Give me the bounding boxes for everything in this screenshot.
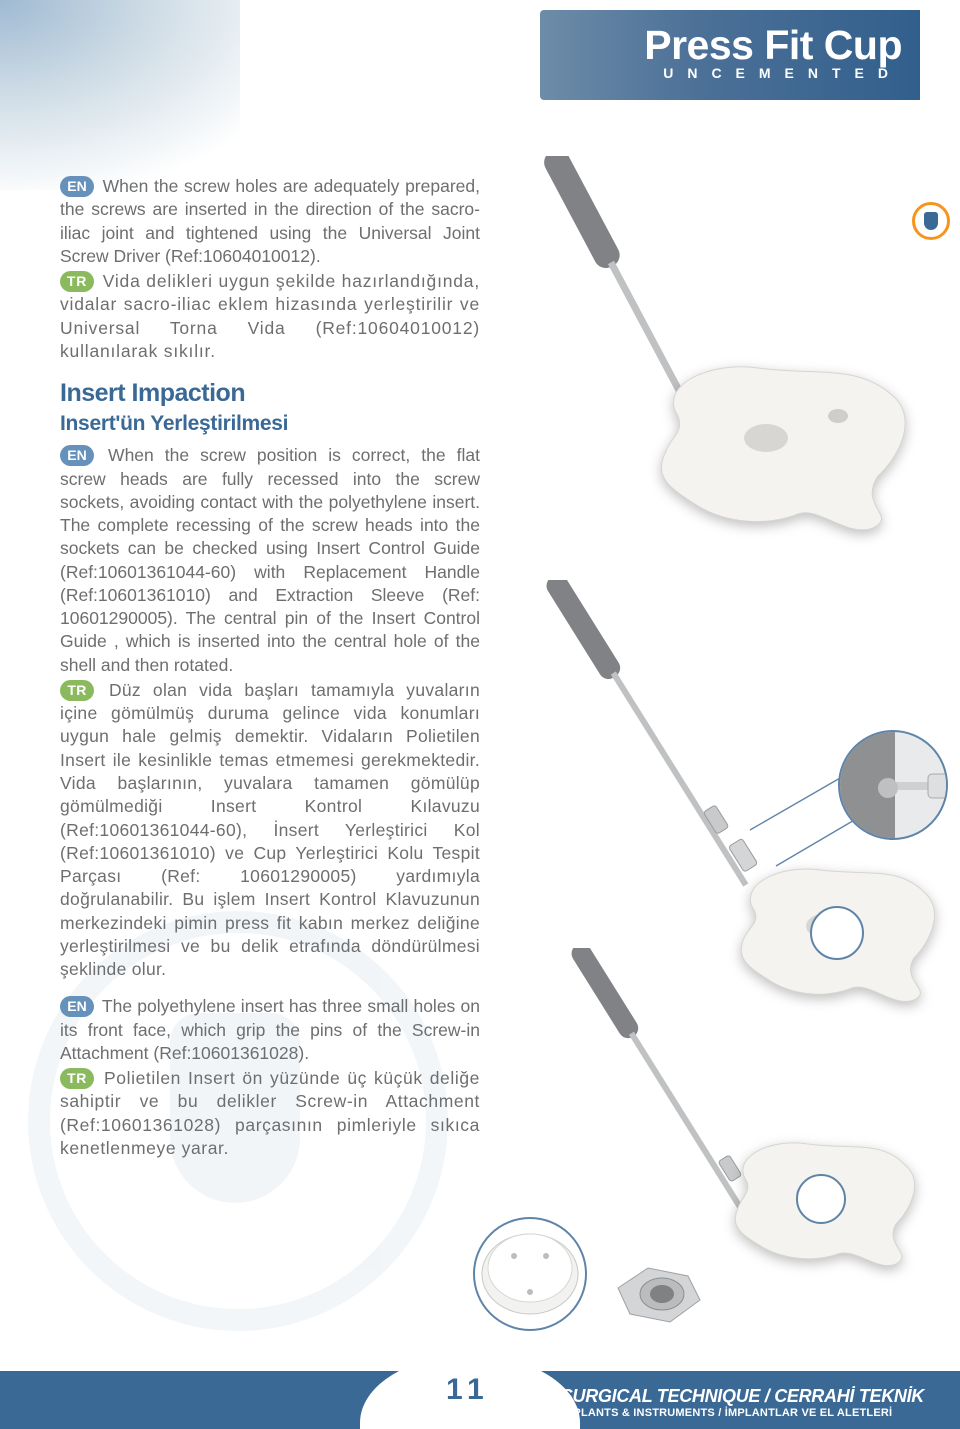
paragraph-2: EN When the screw position is correct, t… [60,444,480,677]
main-text-column: EN When the screw holes are adequately p… [60,175,480,1162]
lang-pill-en: EN [60,445,94,466]
para1-en: When the screw holes are adequately prep… [60,176,480,266]
paragraph-3-tr: TR Polietilen Insert ön yüzünde üç küçük… [60,1067,480,1160]
detail-callout-mid [838,730,948,840]
poly-insert-illustration [468,1208,728,1338]
lang-pill-tr: TR [60,271,94,292]
footer-text: SURGICAL TECHNIQUE / CERRAHİ TEKNİK IMPL… [561,1386,924,1419]
figure-screwdriver-top [518,156,918,536]
paragraph-1: EN When the screw holes are adequately p… [60,175,480,268]
para3-tr: Polietilen Insert ön yüzünde üç küçük de… [60,1068,480,1158]
paragraph-3: EN The polyethylene insert has three sma… [60,995,480,1065]
figure-poly-insert [468,1208,728,1338]
para1-tr: Vida delikleri uygun şekilde hazırlandığ… [60,271,480,361]
background-gradient-topleft [0,0,240,190]
figure-insert-guide-mid [520,580,940,1000]
section-title: Insert Impaction Insert'ün Yerleştirilme… [60,377,480,438]
para2-en: When the screw position is correct, the … [60,445,480,674]
section-tr: Insert'ün Yerleştirilmesi [60,410,480,438]
header: Press Fit Cup UNCEMENTED [632,22,902,81]
lang-pill-en: EN [60,996,94,1017]
para3-en: The polyethylene insert has three small … [60,996,480,1063]
page-number: 11 [436,1371,500,1409]
paragraph-2-tr: TR Düz olan vida başları tamamıyla yuval… [60,679,480,981]
lang-pill-tr: TR [60,680,94,701]
product-title: Press Fit Cup [632,22,902,69]
product-subtitle: UNCEMENTED [632,65,902,81]
lang-pill-en: EN [60,176,94,197]
footer-line1: SURGICAL TECHNIQUE / CERRAHİ TEKNİK [561,1386,924,1407]
bone-shape-1 [648,356,918,536]
lang-pill-tr: TR [60,1068,94,1089]
footer-line2: IMPLANTS & INSTRUMENTS / İMPLANTLAR VE E… [561,1407,924,1419]
callout-circle-screwhead-2 [796,1174,846,1224]
paragraph-1-tr: TR Vida delikleri uygun şekilde hazırlan… [60,270,480,363]
para2-tr: Düz olan vida başları tamamıyla yuvaları… [60,680,480,979]
brand-text: TIPSAN [954,104,960,248]
section-en: Insert Impaction [60,377,480,410]
